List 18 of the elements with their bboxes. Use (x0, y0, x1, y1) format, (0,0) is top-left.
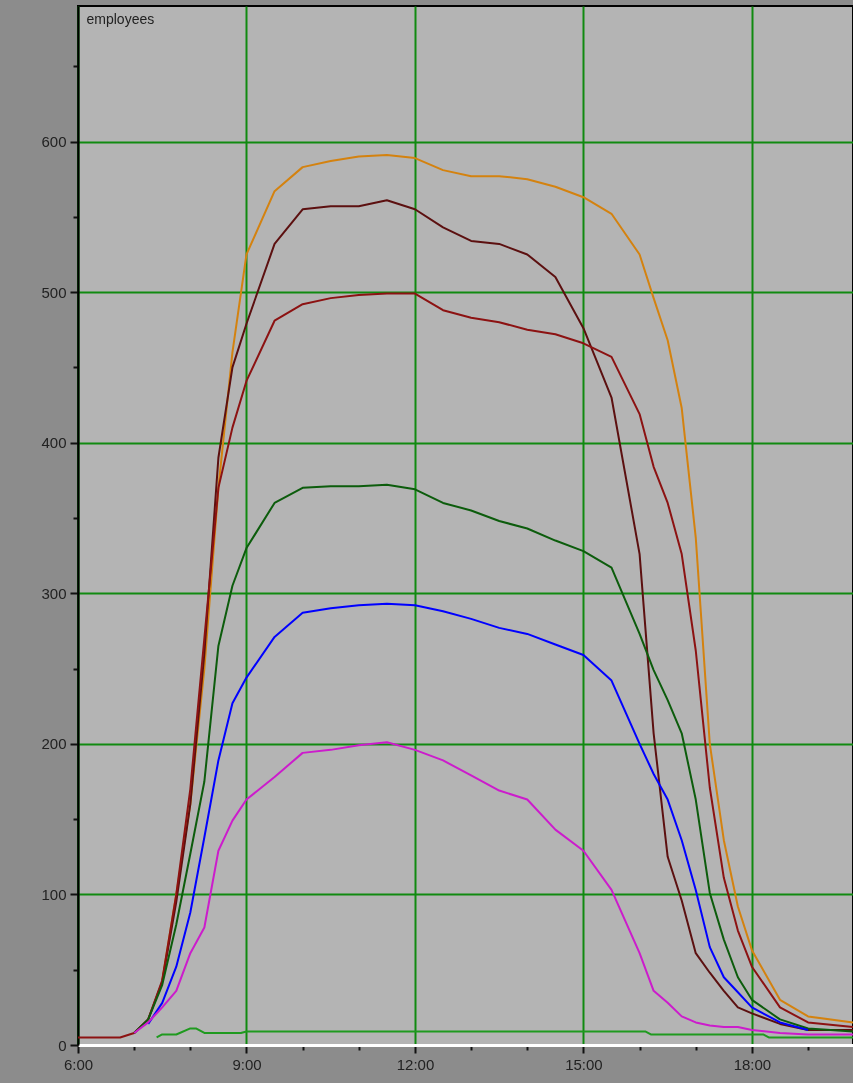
x-tick-label: 15:00 (565, 1055, 603, 1073)
y-tick-label: 100 (41, 885, 67, 903)
y-tick-label: 400 (41, 434, 67, 452)
y-tick-label: 0 (58, 1036, 67, 1054)
y-tick-label: 200 (41, 735, 67, 753)
x-tick-label: 12:00 (396, 1055, 435, 1073)
x-tick-label: 6:00 (63, 1055, 94, 1073)
y-tick-label: 500 (41, 283, 67, 301)
line-series (155, 1027, 853, 1039)
line-series (147, 602, 810, 1031)
y-axis-title: employees (86, 10, 155, 27)
line-series (78, 292, 853, 1039)
x-tick-label: 18:00 (733, 1055, 772, 1073)
y-tick-label: 300 (41, 584, 67, 602)
line-series (133, 483, 853, 1034)
line-series (133, 741, 853, 1036)
x-tick-label: 9:00 (232, 1055, 262, 1073)
y-tick-label: 600 (41, 133, 67, 151)
